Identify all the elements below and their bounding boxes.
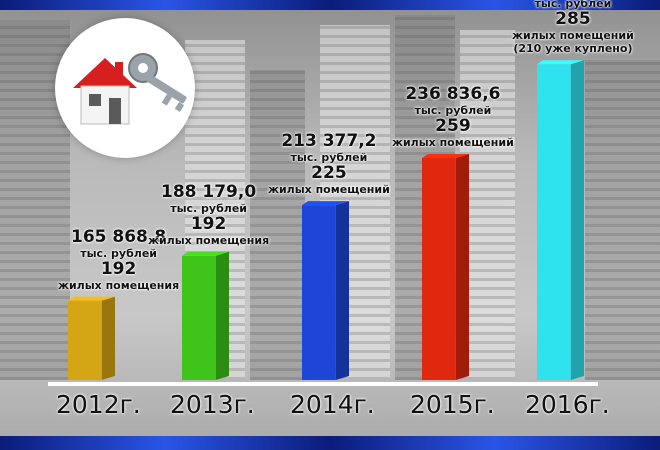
bar-3 [302,201,349,380]
year-tick-label: 2016г. [525,390,610,419]
count-label: 259 [435,115,471,136]
bar-top [537,60,584,65]
value-label: 165 868,8 [71,226,167,247]
unit-label: тыс. рублей [170,201,247,215]
year-tick-label: 2014г. [290,390,375,419]
count-description: жилых помещений [512,29,634,43]
bar-top [68,296,115,301]
bar-side [335,201,349,380]
bottom-band [0,436,660,450]
bar-top [182,251,229,256]
year-tick-label: 2013г. [170,390,255,419]
bar-label-group: 188 179,0 тыс. рублей 192 жилых помещения [148,181,270,248]
bar-front [68,300,102,380]
bar-2 [182,251,229,380]
value-label: 188 179,0 [161,181,257,202]
house-key-icon [73,53,187,125]
count-description: жилых помещения [148,233,270,247]
unit-label: тыс. рублей [290,151,368,165]
bar-top [302,201,349,206]
value-label: 213 377,2 [281,131,377,152]
unit-label: тыс. рублей [414,103,492,117]
unit-label: тыс. рублей [534,0,612,11]
count-label: 225 [311,163,347,184]
bar-1 [68,296,115,380]
bar-front [537,64,571,381]
bar-label-group: 213 377,2 тыс. рублей 225 жилых помещений [268,133,390,197]
count-description: жилых помещений [268,183,390,197]
bar-5 [537,60,584,381]
chart-baseline [48,382,598,386]
bar-front [302,205,336,380]
unit-label: тыс. рублей [80,246,157,260]
count-label: 285 [555,9,591,30]
count-label: 192 [190,213,227,234]
count-description: жилых помещений [392,135,514,149]
bar-side [570,60,584,381]
bar-top [422,153,469,158]
bar-label-group: 165 868,8 тыс. рублей 192 жилых помещения [58,226,180,293]
house-key-logo [55,18,195,158]
bar-4 [422,153,469,380]
bar-side [215,251,229,380]
bar-label-group: 236 836,6 тыс. рублей 259 жилых помещений [392,83,514,150]
bar-front [182,255,216,380]
bar-side [455,153,469,380]
count-label: 192 [100,258,137,279]
year-tick-label: 2012г. [56,390,141,419]
value-label: 236 836,6 [405,83,501,104]
year-tick-label: 2015г. [410,390,495,419]
bg-building [460,30,515,380]
count-description: жилых помещения [58,278,180,292]
bg-building [585,60,660,380]
extra-note: (210 уже куплено) [513,42,633,56]
bg-building [250,70,305,380]
bar-side [101,296,115,380]
top-band [0,0,660,10]
bar-front [422,157,456,380]
